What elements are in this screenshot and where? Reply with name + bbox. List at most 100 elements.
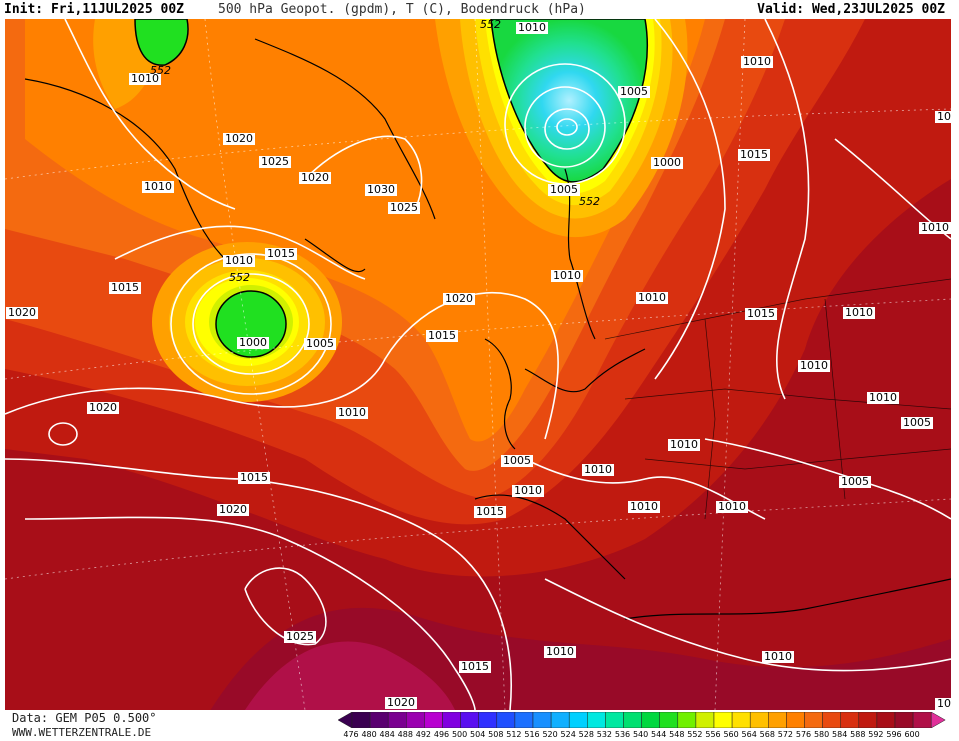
isobar-label: 1010 <box>512 484 544 497</box>
geopotential-label: 552 <box>480 19 501 31</box>
isobar-label: 1020 <box>217 503 249 516</box>
scale-swatch <box>786 712 805 728</box>
scale-swatch <box>387 712 407 728</box>
scale-swatch <box>677 712 697 728</box>
scale-swatch <box>532 712 552 728</box>
isobar-label: 1005 <box>548 183 580 196</box>
isobar-label: 1010 <box>129 72 161 85</box>
scale-tick-label: 576 <box>795 730 812 739</box>
scale-swatch <box>840 712 860 728</box>
weather-map[interactable]: 1010 1020 1025 1020 1010 1030 1025 1010 1015 1015… <box>5 19 951 710</box>
scale-swatch <box>369 712 389 728</box>
isobar-label: 1020 <box>443 292 475 305</box>
isobar-label: 1015 <box>745 307 777 320</box>
init-time: Init: Fri,11JUL2025 00Z <box>4 2 185 17</box>
isobar-label: 1010 <box>223 254 255 267</box>
scale-tick-label: 492 <box>415 730 432 739</box>
scale-swatch <box>568 712 588 728</box>
isobar-label: 1005 <box>304 337 336 350</box>
scale-swatch <box>749 712 769 728</box>
scale-swatch <box>424 712 443 728</box>
scale-tick-label: 548 <box>669 730 685 739</box>
scale-tick-label: 584 <box>832 730 848 739</box>
isobar-label: 101 <box>935 111 951 123</box>
scale-tick-label: 596 <box>886 730 902 739</box>
scale-swatch <box>768 712 787 728</box>
isobar-label: 1010 <box>544 645 576 658</box>
isobar-label: 1015 <box>426 329 458 342</box>
scale-tick-label: 552 <box>687 730 703 739</box>
scale-swatch <box>894 712 914 728</box>
isobar-label: 1005 <box>901 416 933 429</box>
scale-tick-label: 600 <box>904 730 920 739</box>
scale-swatch <box>695 712 715 728</box>
scale-tick-label: 536 <box>614 730 631 739</box>
isobar-label: 1015 <box>265 247 297 260</box>
scale-swatch <box>623 712 642 728</box>
isobar-label: 1020 <box>299 171 331 184</box>
isobar-label: 1010 <box>668 438 700 451</box>
data-source: Data: GEM P05 0.500° <box>12 711 157 725</box>
scale-swatch <box>460 712 479 728</box>
isobar-label: 1010 <box>716 500 748 513</box>
map-header: Init: Fri,11JUL2025 00Z 500 hPa Geopot. … <box>0 0 959 19</box>
scale-tick-label: 588 <box>850 730 866 739</box>
scale-tick-label: 532 <box>596 730 613 739</box>
scale-tick-label: 484 <box>379 730 395 739</box>
isobar-label: 1015 <box>738 148 770 161</box>
isobar-label: 1005 <box>618 85 650 98</box>
isobar-label: 1020 <box>223 132 255 145</box>
geopotential-label: 552 <box>229 271 250 284</box>
scale-swatch <box>605 712 624 728</box>
geopotential-label: 552 <box>150 64 171 77</box>
isobar-label: 1010 <box>867 391 899 404</box>
scale-tick-label: 500 <box>451 730 468 739</box>
scale-swatch <box>496 712 516 728</box>
isobar-label: 1010 <box>628 500 660 513</box>
scale-swatch <box>587 712 606 728</box>
scale-tick-label: 516 <box>524 730 540 739</box>
isobar-label: 1010 <box>843 306 875 319</box>
isobar-label: 1020 <box>6 306 38 319</box>
isobar-label: 1015 <box>238 471 270 484</box>
isobar-label: 1010 <box>336 406 368 419</box>
scale-tick-label: 592 <box>868 730 884 739</box>
scale-tick-label: 580 <box>813 730 830 739</box>
isobar-label: 101 <box>935 698 951 710</box>
isobar-label: 1020 <box>385 696 417 709</box>
isobar-label: 1030 <box>365 183 397 196</box>
geopotential-label: 552 <box>579 195 600 208</box>
valid-time: Valid: Wed,23JUL2025 00Z <box>757 2 945 17</box>
scale-tick-label: 476 <box>343 730 359 739</box>
scale-swatch <box>659 712 679 728</box>
isobar-label: 1005 <box>839 475 871 488</box>
website: WWW.WETTERZENTRALE.DE <box>12 726 152 739</box>
isobar-label: 1010 <box>516 21 548 34</box>
map-canvas <box>5 19 951 710</box>
scale-tick-label: 524 <box>560 730 576 739</box>
isobar-label: 1025 <box>388 201 420 214</box>
isobar-label: 1010 <box>741 55 773 68</box>
isobar-label: 1020 <box>87 401 119 414</box>
scale-swatch <box>514 712 534 728</box>
scale-tick-label: 496 <box>433 730 450 739</box>
scale-swatch <box>912 712 932 728</box>
scale-tick-label: 512 <box>506 730 522 739</box>
isobar-label: 1010 <box>142 180 174 193</box>
isobar-label: 1015 <box>109 281 141 294</box>
scale-tick-label: 540 <box>632 730 649 739</box>
scale-swatch <box>822 712 841 728</box>
scale-arrow-high <box>930 712 946 728</box>
scale-tick-label: 488 <box>397 730 413 739</box>
isobar-label: 1010 <box>798 359 830 372</box>
isobar-label: 1010 <box>919 221 951 234</box>
isobar-label: 1025 <box>259 155 291 168</box>
scale-swatch <box>478 712 498 728</box>
scale-tick-label: 504 <box>470 730 486 739</box>
isobar-label: 1015 <box>474 505 506 518</box>
scale-swatch <box>641 712 660 728</box>
scale-swatch <box>858 712 878 728</box>
scale-tick-label: 508 <box>488 730 504 739</box>
scale-swatch <box>804 712 823 728</box>
scale-swatch <box>876 712 896 728</box>
